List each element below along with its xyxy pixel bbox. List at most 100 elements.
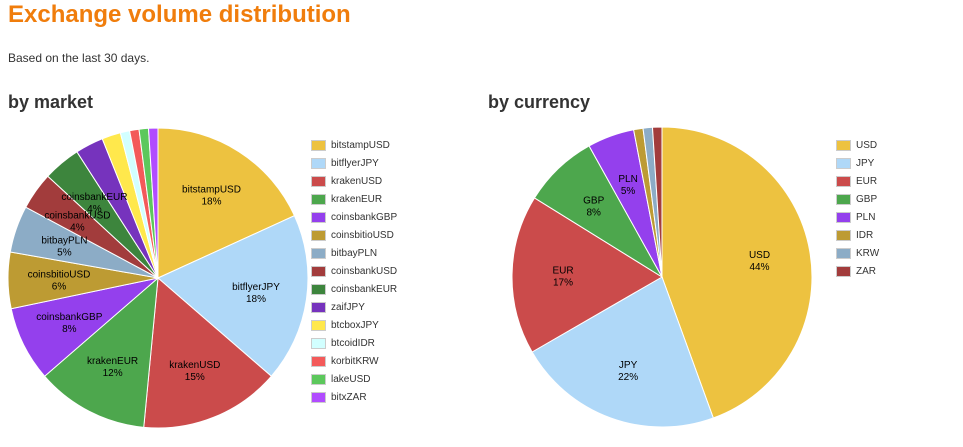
market-legend-swatch (311, 247, 326, 259)
market-legend-swatch (311, 319, 326, 331)
market-legend-label: krakenEUR (331, 193, 383, 205)
currency-slice-label: EUR (552, 265, 573, 276)
market-slice-label: bitbayPLN (41, 236, 87, 247)
market-slice-bitflyerJPY (157, 215, 309, 377)
market-legend-item: coinsbankGBP (311, 208, 397, 226)
market-legend-swatch (311, 175, 326, 187)
market-slice-percent: 6% (52, 282, 67, 293)
market-slice-bitstampUSD (157, 127, 296, 279)
currency-legend-swatch (836, 157, 851, 169)
currency-legend-label: USD (856, 139, 878, 151)
currency-slice-percent: 44% (749, 262, 769, 273)
currency-legend-swatch (836, 247, 851, 259)
currency-legend-swatch (836, 229, 851, 241)
market-legend-label: lakeUSD (331, 373, 371, 385)
market-legend-swatch (311, 157, 326, 169)
market-legend-item: bitxZAR (311, 388, 397, 406)
market-legend-swatch (311, 355, 326, 367)
market-slice-percent: 12% (103, 368, 123, 379)
market-legend-swatch (311, 265, 326, 277)
market-legend-item: bitstampUSD (311, 136, 397, 154)
market-legend-item: bitflyerJPY (311, 154, 397, 172)
market-pie-chart: bitstampUSD18%bitflyerJPY18%krakenUSD15%… (7, 127, 309, 429)
market-legend-swatch (311, 337, 326, 349)
market-legend-item: btcoidIDR (311, 334, 397, 352)
market-legend-label: krakenUSD (331, 175, 383, 187)
currency-legend-label: PLN (856, 211, 876, 223)
page-title: Exchange volume distribution (8, 1, 351, 28)
market-legend-item: coinsbitioUSD (311, 226, 397, 244)
currency-legend-swatch (836, 265, 851, 277)
market-legend-label: coinsbankEUR (331, 283, 398, 295)
market-legend-item: coinsbankUSD (311, 262, 397, 280)
market-slice-label: bitstampUSD (182, 185, 241, 196)
currency-legend-item: GBP (836, 190, 879, 208)
currency-slice-label: USD (749, 250, 770, 261)
market-legend-item: lakeUSD (311, 370, 397, 388)
currency-legend-label: KRW (856, 247, 880, 259)
currency-legend-item: KRW (836, 244, 879, 262)
currency-legend-label: GBP (856, 193, 878, 205)
market-legend-item: coinsbankEUR (311, 280, 397, 298)
currency-slice-EUR (511, 197, 663, 353)
currency-section-title: by currency (488, 92, 591, 112)
market-legend-item: krakenUSD (311, 172, 397, 190)
market-slice-label: coinsbankGBP (36, 312, 102, 323)
market-legend-label: coinsbitioUSD (331, 229, 394, 241)
market-legend-item: bitbayPLN (311, 244, 397, 262)
currency-legend-label: JPY (856, 157, 875, 169)
currency-slice-JPY (531, 276, 714, 428)
currency-legend-item: PLN (836, 208, 879, 226)
currency-legend-item: ZAR (836, 262, 879, 280)
currency-slice-ZAR (651, 126, 663, 278)
market-legend-label: coinsbankUSD (331, 265, 398, 277)
market-legend-label: btcboxJPY (331, 319, 379, 331)
market-legend-label: bitbayPLN (331, 247, 378, 259)
currency-legend-item: EUR (836, 172, 879, 190)
market-slice-label: coinsbitioUSD (28, 270, 91, 281)
currency-legend-swatch (836, 139, 851, 151)
currency-slice-label: JPY (619, 360, 638, 371)
market-legend: bitstampUSD bitflyerJPY krakenUSD krakenEUR… (311, 136, 397, 406)
market-legend-label: coinsbankGBP (331, 211, 398, 223)
market-slice-krakenUSD (143, 276, 273, 429)
market-legend-label: bitstampUSD (331, 139, 390, 151)
currency-legend-swatch (836, 193, 851, 205)
currency-legend-item: IDR (836, 226, 879, 244)
market-legend-label: bitxZAR (331, 391, 367, 403)
market-slice-percent: 18% (246, 294, 266, 305)
market-legend-item: korbitKRW (311, 352, 397, 370)
market-slice-percent: 4% (87, 204, 102, 215)
market-slice-percent: 8% (62, 324, 77, 335)
market-slice-percent: 18% (201, 197, 221, 208)
market-slice-label: bitflyerJPY (232, 282, 280, 293)
currency-slice-percent: 17% (553, 277, 573, 288)
market-slice-percent: 15% (185, 372, 205, 383)
market-legend-label: btcoidIDR (331, 337, 375, 349)
page-subtitle: Based on the last 30 days. (8, 51, 150, 65)
currency-legend-label: EUR (856, 175, 878, 187)
market-legend-label: bitflyerJPY (331, 157, 379, 169)
currency-slice-percent: 22% (618, 372, 638, 383)
market-section-title: by market (8, 92, 94, 112)
market-legend-swatch (311, 193, 326, 205)
currency-legend-swatch (836, 175, 851, 187)
market-slice-percent: 5% (57, 248, 72, 259)
currency-slice-USD (661, 126, 813, 419)
market-legend-label: zaifJPY (331, 301, 365, 313)
market-slice-label: krakenUSD (169, 360, 220, 371)
market-legend-swatch (311, 211, 326, 223)
market-slice-krakenEUR (43, 276, 159, 428)
market-legend-swatch (311, 229, 326, 241)
currency-legend-swatch (836, 211, 851, 223)
currency-slice-percent: 5% (621, 186, 636, 197)
market-slice-bitxZAR (147, 127, 159, 279)
market-legend-item: btcboxJPY (311, 316, 397, 334)
market-legend-item: krakenEUR (311, 190, 397, 208)
market-legend-swatch (311, 373, 326, 385)
currency-slice-label: PLN (618, 174, 637, 185)
currency-slice-percent: 8% (586, 207, 601, 218)
market-legend-label: korbitKRW (331, 355, 379, 367)
currency-legend: USD JPY EUR GBP PLN IDR KRW ZAR (836, 136, 879, 280)
